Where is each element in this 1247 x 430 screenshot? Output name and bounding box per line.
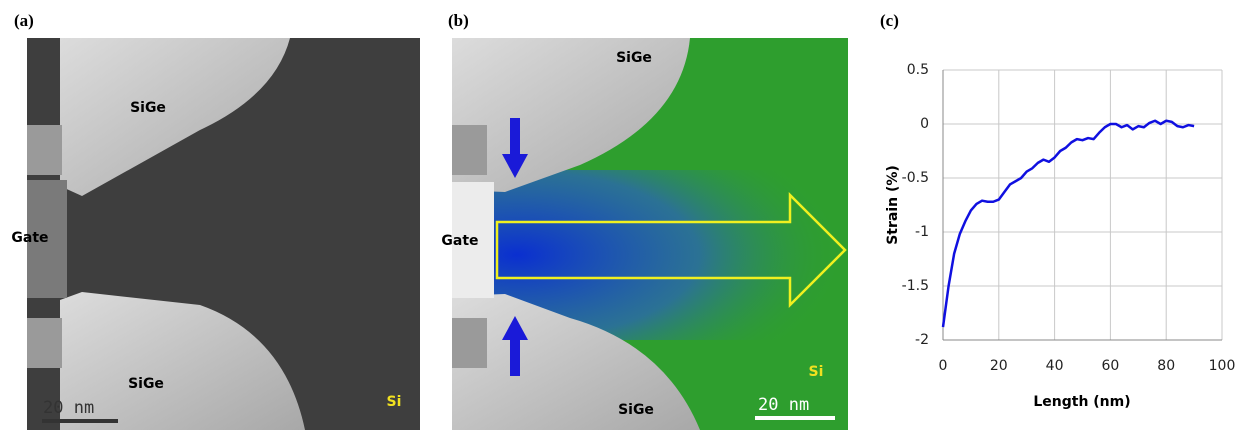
y-tick-label: 0.5 <box>907 62 929 78</box>
panel-label: (a) <box>14 11 34 30</box>
x-tick-label: 20 <box>990 358 1008 374</box>
x-tick-label: 80 <box>1157 358 1175 374</box>
x-tick-label: 100 <box>1209 358 1236 374</box>
strain-map-b <box>452 38 848 430</box>
x-axis-label: Length (nm) <box>1033 394 1130 410</box>
region-label: Gate <box>441 233 478 249</box>
panel-label: (c) <box>880 11 899 30</box>
region-label: SiGe <box>618 402 654 418</box>
region-label: SiGe <box>616 50 652 66</box>
figure: (a) SiGe Gate SiGe Si 20 nm (b) SiGe Gat… <box>0 0 1247 430</box>
y-tick-label: -1 <box>915 224 929 240</box>
x-tick-label: 0 <box>939 358 948 374</box>
y-tick-label: -0.5 <box>902 170 929 186</box>
x-tick-label: 40 <box>1046 358 1064 374</box>
region-label: Gate <box>11 230 48 246</box>
panel-label: (b) <box>448 11 469 30</box>
region-label: SiGe <box>128 376 164 392</box>
data-line <box>943 121 1194 327</box>
x-tick-label: 60 <box>1101 358 1119 374</box>
region-label: Si <box>387 394 402 410</box>
y-tick-label: -2 <box>915 332 929 348</box>
scale-bar-label: 20 nm <box>43 398 94 418</box>
region-label: Si <box>809 364 824 380</box>
scale-bar-label: 20 nm <box>758 395 809 415</box>
y-tick-label: -1.5 <box>902 278 929 294</box>
region-label: SiGe <box>130 100 166 116</box>
y-tick-label: 0 <box>920 116 929 132</box>
y-axis-label: Strain (%) <box>885 165 901 245</box>
tem-image-a <box>27 38 420 430</box>
